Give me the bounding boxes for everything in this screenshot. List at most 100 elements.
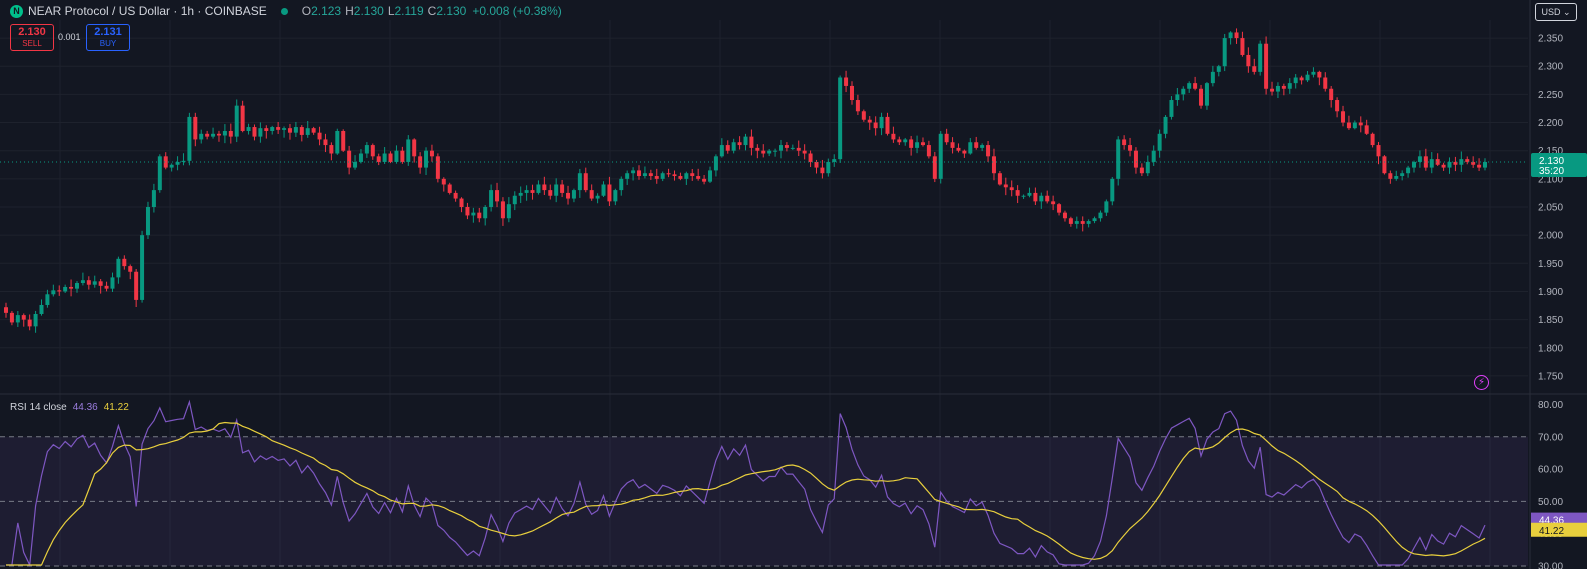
candle-body [832,159,837,162]
candle-body [293,127,298,133]
candle-body [1015,190,1020,196]
price-tick-label: 1.850 [1538,315,1563,326]
candle-body [1128,145,1133,151]
candle-body [784,145,789,148]
candle-body [1199,88,1204,106]
candle-body [329,145,334,154]
candle-body [589,190,594,199]
candle-body [867,119,872,123]
candle-body [885,116,890,134]
candle-body [672,174,677,177]
candle-body [909,139,914,148]
symbol-title[interactable]: NEAR Protocol / US Dollar · 1h · COINBAS… [28,4,267,18]
candle-body [1193,83,1198,89]
candle-body [1412,161,1417,168]
candle-body [1163,116,1168,134]
sell-button[interactable]: 2.130 SELL [10,24,54,51]
candle-body [151,190,156,207]
candle-body [1098,212,1103,219]
rsi-title: RSI 14 close [10,402,67,413]
candle-body [252,127,257,137]
candlestick-series [0,28,1528,333]
candle-body [1305,74,1310,81]
candle-body [270,127,275,131]
candle-body [1057,204,1062,213]
candle-body [1293,77,1298,84]
candle-body [991,156,996,174]
buy-label: BUY [99,38,117,48]
candle-body [169,164,174,168]
candle-body [820,167,825,174]
candle-body [1394,176,1399,179]
candle-body [1222,38,1227,67]
candle-body [51,290,56,295]
candle-body [897,139,902,143]
candle-body [205,133,210,137]
currency-selector[interactable]: USD ⌄ [1535,3,1577,21]
candle-body [808,153,813,162]
candle-body [980,145,985,148]
candle-body [424,150,429,168]
candle-body [530,190,535,193]
ohlc-high-key: H [345,4,354,18]
candle-body [228,130,233,137]
candle-body [400,150,405,162]
candle-body [264,128,269,131]
candle-body [92,281,97,285]
candle-body [1447,161,1452,168]
candle-body [778,145,783,151]
last-price-tag [1531,152,1587,177]
candle-body [287,128,292,133]
candle-body [637,170,642,177]
candle-body [157,156,162,191]
candle-body [1382,156,1387,174]
candle-body [1116,139,1121,179]
price-tick-label: 2.100 [1538,174,1563,185]
candle-body [388,153,393,162]
candle-body [1062,212,1067,219]
lightning-icon[interactable]: ⚡ [1474,375,1489,390]
candle-body [341,130,346,151]
candle-body [63,286,68,292]
rsi-legend[interactable]: RSI 14 close 44.36 41.22 [10,402,129,413]
candle-body [1376,145,1381,157]
candle-body [554,184,559,196]
candle-body [370,145,375,157]
candle-body [849,85,854,101]
candle-body [1275,85,1280,92]
candle-body [512,195,517,205]
candle-body [1133,150,1138,168]
candle-body [1423,156,1428,168]
candle-body [134,271,139,300]
candle-body [642,173,647,177]
candle-body [80,280,85,284]
candle-body [1151,150,1156,162]
candle-body [1027,192,1032,196]
rsi-value-label: 44.36 [1539,516,1564,527]
candle-body [702,178,707,182]
candle-body [696,176,701,179]
candle-body [761,150,766,154]
candle-body [74,283,79,289]
candle-body [175,161,180,165]
candle-body [613,190,618,202]
candle-body [986,145,991,157]
candle-body [1364,125,1369,134]
candle-body [1471,161,1476,165]
market-status-dot-icon[interactable] [280,7,288,15]
candle-body [1406,167,1411,174]
price-tick-label: 2.350 [1538,34,1563,45]
candle-body [140,235,145,300]
price-tick-label: 2.300 [1538,62,1563,73]
candle-body [216,133,221,136]
candle-body [1228,32,1233,39]
candle-body [347,150,352,168]
candle-body [1187,83,1192,89]
candle-body [1417,156,1422,162]
candle-body [1352,122,1357,129]
buy-button[interactable]: 2.131 BUY [86,24,130,51]
candle-body [506,204,511,219]
candle-body [773,150,778,152]
candle-body [571,190,576,199]
